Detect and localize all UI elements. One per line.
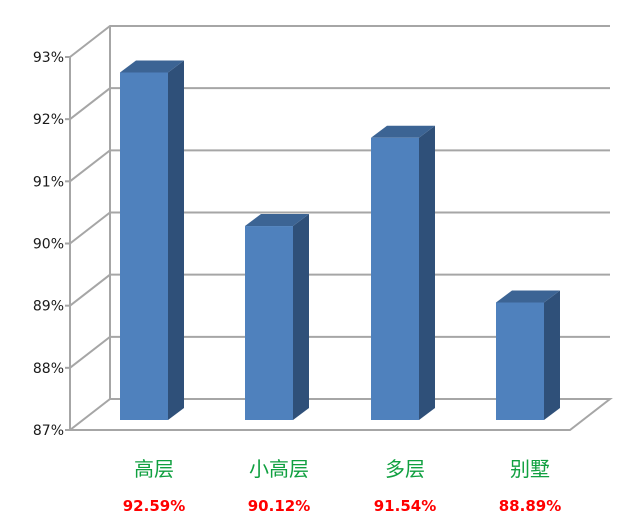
bar [496,302,544,420]
category-label: 高层 [134,457,174,481]
y-tick-label: 87% [33,423,64,439]
category-label: 多层 [385,457,425,481]
bar-side [419,125,435,420]
value-label: 90.12% [248,497,310,515]
y-tick-label: 89% [33,299,64,315]
value-label: 91.54% [374,497,436,515]
bar-top [120,60,184,73]
bar-top [245,214,309,227]
bar-side [293,214,309,420]
y-tick-label: 93% [33,50,64,66]
bar [245,226,293,420]
value-label: 92.59% [123,497,185,515]
y-tick-label: 92% [33,112,64,128]
y-tick-label: 91% [33,174,64,190]
category-label: 小高层 [249,457,309,481]
y-tick-label: 88% [33,361,64,377]
bar-top [371,125,435,138]
bar [371,137,419,420]
bar-side [544,290,560,420]
gridline [69,25,610,58]
bar-side [168,60,184,420]
y-tick-label: 90% [33,237,64,253]
category-label: 别墅 [510,457,550,481]
bar [120,72,168,420]
value-label: 88.89% [499,497,561,515]
bar-top [496,290,560,303]
floor [67,398,613,431]
